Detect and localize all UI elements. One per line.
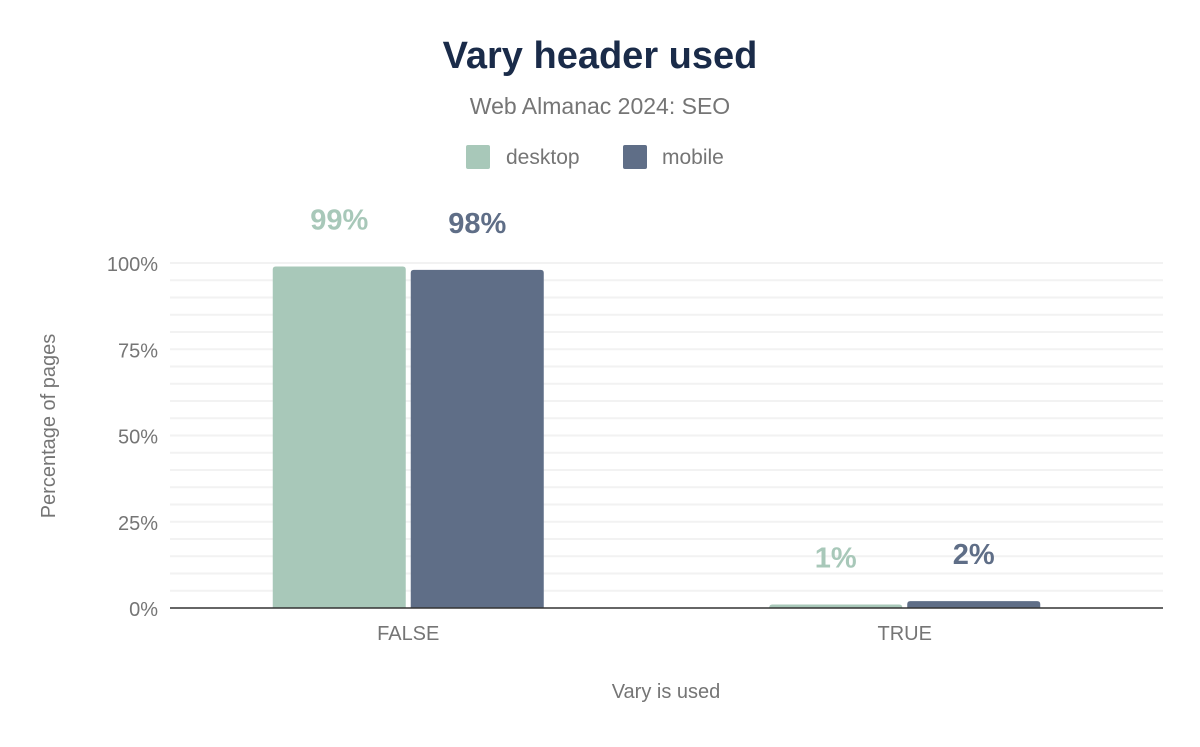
data-label-desktop-true: 1% <box>815 543 857 575</box>
y-axis-label: Percentage of pages <box>38 334 60 519</box>
y-tick-label: 25% <box>118 513 158 535</box>
bar-desktop-false <box>272 266 406 608</box>
x-axis-label: Vary is used <box>612 681 721 703</box>
legend-label-mobile: mobile <box>662 146 724 169</box>
data-label-desktop-false: 99% <box>310 204 368 236</box>
y-tick-label: 50% <box>118 427 158 449</box>
legend-swatch-desktop <box>466 145 490 169</box>
bar-desktop-true <box>769 604 903 608</box>
y-tick-label: 0% <box>129 599 158 621</box>
chart-subtitle: Web Almanac 2024: SEO <box>470 93 730 119</box>
x-tick-label: FALSE <box>377 623 439 645</box>
x-tick-label: TRUE <box>878 623 932 645</box>
data-label-mobile-false: 98% <box>448 208 506 240</box>
legend: desktop mobile <box>466 145 724 169</box>
legend-swatch-mobile <box>623 145 647 169</box>
y-tick-label: 75% <box>118 340 158 362</box>
legend-label-desktop: desktop <box>506 146 580 169</box>
chart-title: Vary header used <box>443 35 758 77</box>
bar-mobile-true <box>907 601 1041 608</box>
y-tick-label: 100% <box>107 254 158 276</box>
bar-mobile-false <box>410 269 544 608</box>
data-label-mobile-true: 2% <box>953 539 995 571</box>
